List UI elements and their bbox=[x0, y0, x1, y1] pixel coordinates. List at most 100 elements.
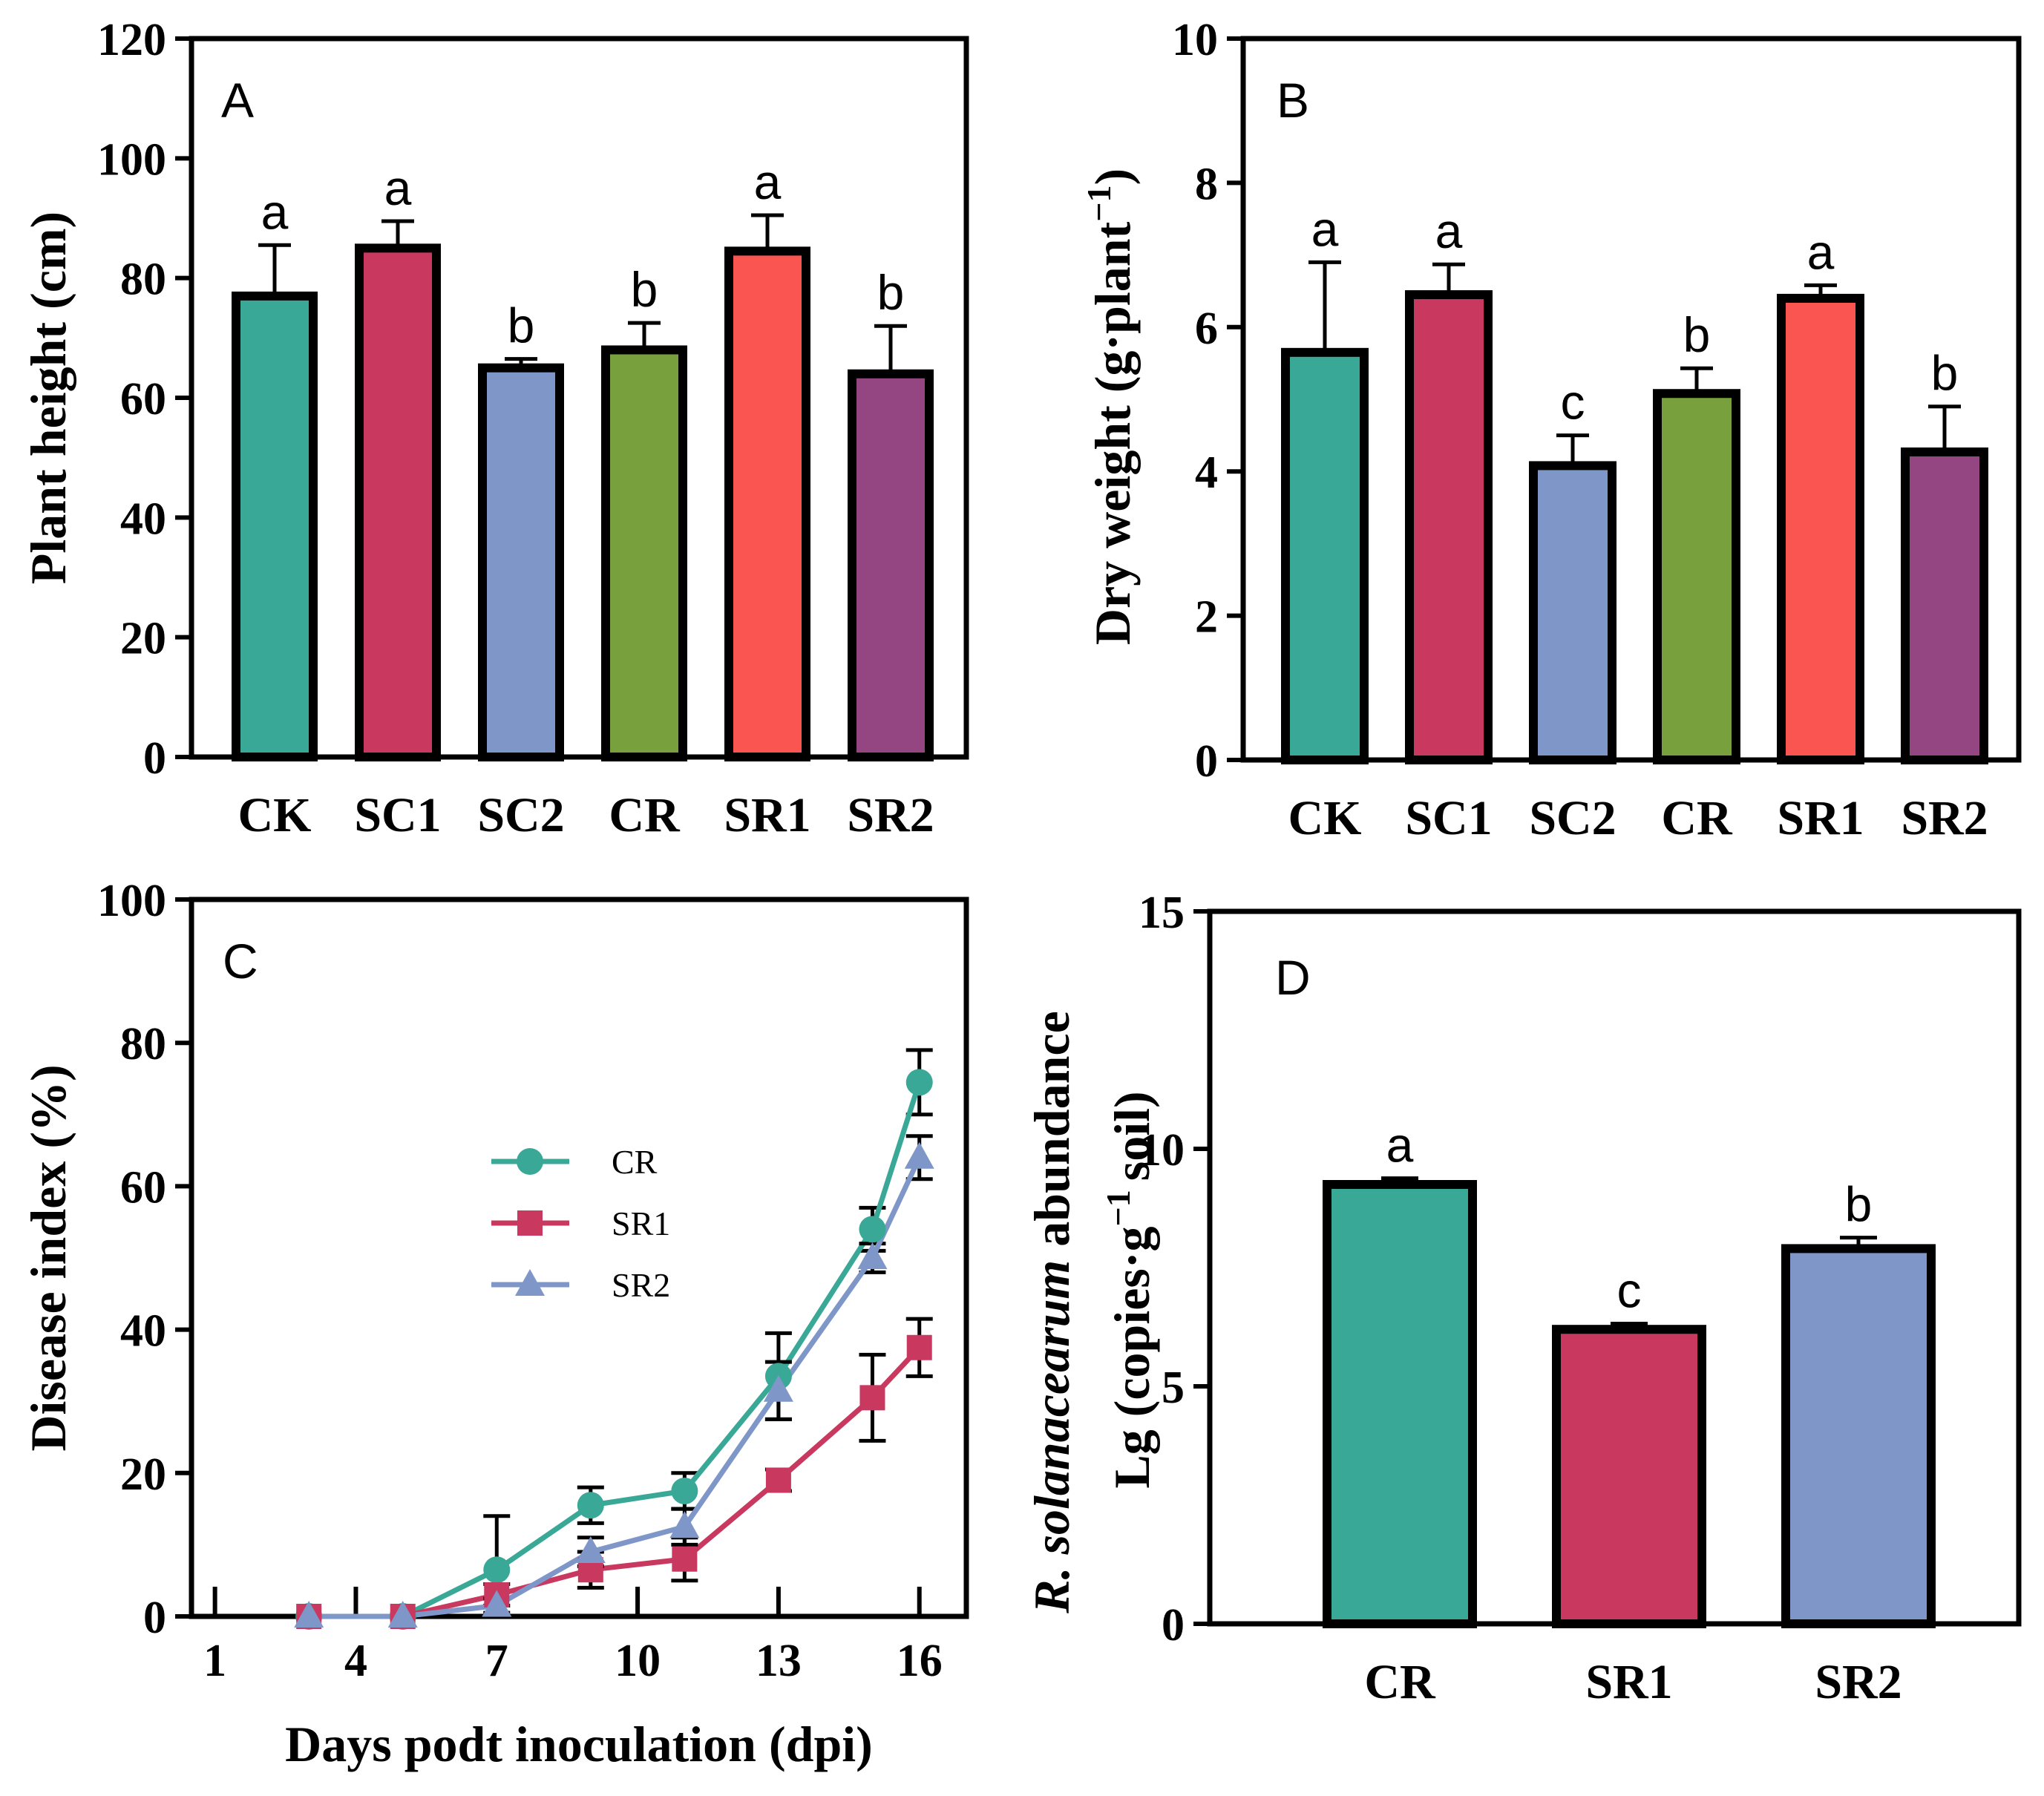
y-tick-label: 10 bbox=[1139, 1125, 1185, 1176]
x-category-label: SR2 bbox=[1901, 791, 1988, 845]
series-line bbox=[309, 1081, 923, 1619]
y-tick-label: 0 bbox=[1162, 1600, 1185, 1651]
significance-letter: c bbox=[1617, 1263, 1642, 1318]
bar bbox=[848, 369, 934, 761]
bar bbox=[1901, 447, 1988, 764]
data-point bbox=[905, 1069, 933, 1096]
significance-letter: c bbox=[1561, 375, 1585, 430]
x-category-label: CK bbox=[1288, 791, 1362, 845]
data-point bbox=[904, 1141, 934, 1169]
x-category-label: CR bbox=[609, 788, 681, 842]
y-tick-label: 80 bbox=[120, 1019, 166, 1069]
bar bbox=[1323, 1180, 1477, 1628]
significance-letter: a bbox=[384, 160, 412, 215]
data-point bbox=[575, 1536, 606, 1564]
y-axis-title: Disease index (%) bbox=[20, 1064, 76, 1451]
bar bbox=[1781, 1244, 1936, 1629]
significance-letter: a bbox=[754, 154, 782, 209]
y-tick-label: 100 bbox=[97, 134, 166, 185]
data-point bbox=[765, 1467, 791, 1493]
significance-letter: a bbox=[261, 184, 289, 239]
data-point bbox=[859, 1216, 886, 1243]
significance-letter: b bbox=[631, 262, 658, 317]
bar bbox=[724, 246, 810, 762]
data-point bbox=[857, 1242, 888, 1269]
significance-letter: a bbox=[1807, 224, 1835, 279]
x-category-label: CR bbox=[1364, 1655, 1436, 1709]
x-category-label: CR bbox=[1661, 791, 1733, 845]
y-tick-label: 2 bbox=[1195, 592, 1218, 643]
y-axis-title-line2: Lg (copies·g−1 soil) bbox=[1099, 1091, 1160, 1488]
data-point bbox=[387, 1601, 418, 1628]
x-tick-label: 13 bbox=[756, 1636, 802, 1686]
x-tick-label: 16 bbox=[897, 1636, 943, 1686]
x-category-label: SR1 bbox=[1585, 1655, 1672, 1709]
bar bbox=[1529, 461, 1616, 764]
y-tick-label: 120 bbox=[97, 15, 166, 65]
bar bbox=[601, 345, 687, 761]
y-axis-title-line1: R. solanacearum abundance bbox=[1023, 1011, 1080, 1614]
y-tick-label: 0 bbox=[143, 733, 166, 784]
y-tick-label: 40 bbox=[120, 1306, 166, 1357]
y-tick-label: 6 bbox=[1195, 304, 1218, 354]
y-tick-label: 60 bbox=[120, 1162, 166, 1213]
x-category-label: SC2 bbox=[477, 788, 564, 842]
x-tick-label: 10 bbox=[615, 1636, 661, 1686]
series-line bbox=[309, 1346, 922, 1619]
y-tick-label: 0 bbox=[1195, 736, 1218, 787]
significance-letter: b bbox=[1683, 307, 1711, 362]
y-axis-title-part: Dry weight (g·plant bbox=[1084, 221, 1141, 645]
data-point bbox=[763, 1374, 793, 1402]
y-axis-title: Plant height (cm) bbox=[20, 212, 76, 584]
y-axis-title-part: Lg (copies·g bbox=[1104, 1226, 1160, 1488]
data-point bbox=[671, 1477, 698, 1504]
y-tick-label: 0 bbox=[143, 1593, 166, 1643]
data-point bbox=[672, 1546, 698, 1572]
y-tick-label: 60 bbox=[120, 374, 166, 425]
panel-c: 0 20 40 60 80 100 1 4 7 10 13 16 CR SR1 SR2 C Disease in… bbox=[20, 876, 969, 1772]
y-tick-label: 40 bbox=[120, 494, 166, 544]
bar bbox=[1777, 293, 1864, 765]
plot-frame bbox=[1240, 36, 2022, 763]
data-point bbox=[577, 1492, 604, 1519]
significance-letter: b bbox=[1931, 346, 1959, 401]
bar bbox=[1653, 389, 1740, 764]
x-tick-label: 4 bbox=[344, 1636, 367, 1686]
x-category-label: SC2 bbox=[1529, 791, 1616, 845]
y-axis-title-superscript: −1 bbox=[1099, 1190, 1137, 1226]
x-tick-label: 7 bbox=[485, 1636, 508, 1686]
x-category-label: CK bbox=[238, 788, 312, 842]
data-point bbox=[482, 1590, 512, 1617]
panel-letter: A bbox=[221, 73, 254, 128]
y-tick-label: 8 bbox=[1195, 159, 1218, 209]
significance-letter: b bbox=[1845, 1177, 1873, 1232]
panel-letter: C bbox=[223, 934, 258, 989]
significance-letter: a bbox=[1435, 203, 1463, 258]
legend-label: CR bbox=[612, 1143, 658, 1181]
x-tick-label: 1 bbox=[203, 1636, 226, 1686]
data-point bbox=[859, 1385, 885, 1411]
legend-label: SR1 bbox=[612, 1205, 670, 1242]
legend-marker bbox=[517, 1148, 543, 1175]
data-point bbox=[906, 1334, 932, 1360]
x-category-label: SC1 bbox=[354, 788, 441, 842]
x-axis-title: Days podt inoculation (dpi) bbox=[285, 1716, 873, 1772]
y-axis-title-part: soil) bbox=[1104, 1091, 1160, 1181]
significance-letter: a bbox=[1311, 201, 1339, 256]
data-point bbox=[669, 1511, 700, 1538]
bar bbox=[1405, 290, 1493, 764]
bar bbox=[1552, 1325, 1706, 1628]
x-category-label: SR1 bbox=[724, 788, 810, 842]
series-line bbox=[309, 1156, 922, 1619]
panel-a: 0 20 40 60 80 100 120 a CK a SC1 b SC2 b CR a SR1 b SR2 A Pl… bbox=[20, 15, 969, 842]
panel-letter: D bbox=[1275, 950, 1311, 1005]
y-tick-label: 80 bbox=[120, 255, 166, 305]
legend-marker bbox=[515, 1269, 545, 1296]
y-axis-title-superscript: −1 bbox=[1080, 186, 1118, 222]
legend-marker bbox=[517, 1210, 543, 1236]
significance-letter: b bbox=[877, 265, 905, 320]
panel-d: 0 5 10 15 a CR c SR1 b SR2 D R. solanacearum abundan… bbox=[1023, 888, 2022, 1709]
x-category-label: SR2 bbox=[1815, 1655, 1901, 1709]
bar bbox=[1281, 347, 1369, 764]
